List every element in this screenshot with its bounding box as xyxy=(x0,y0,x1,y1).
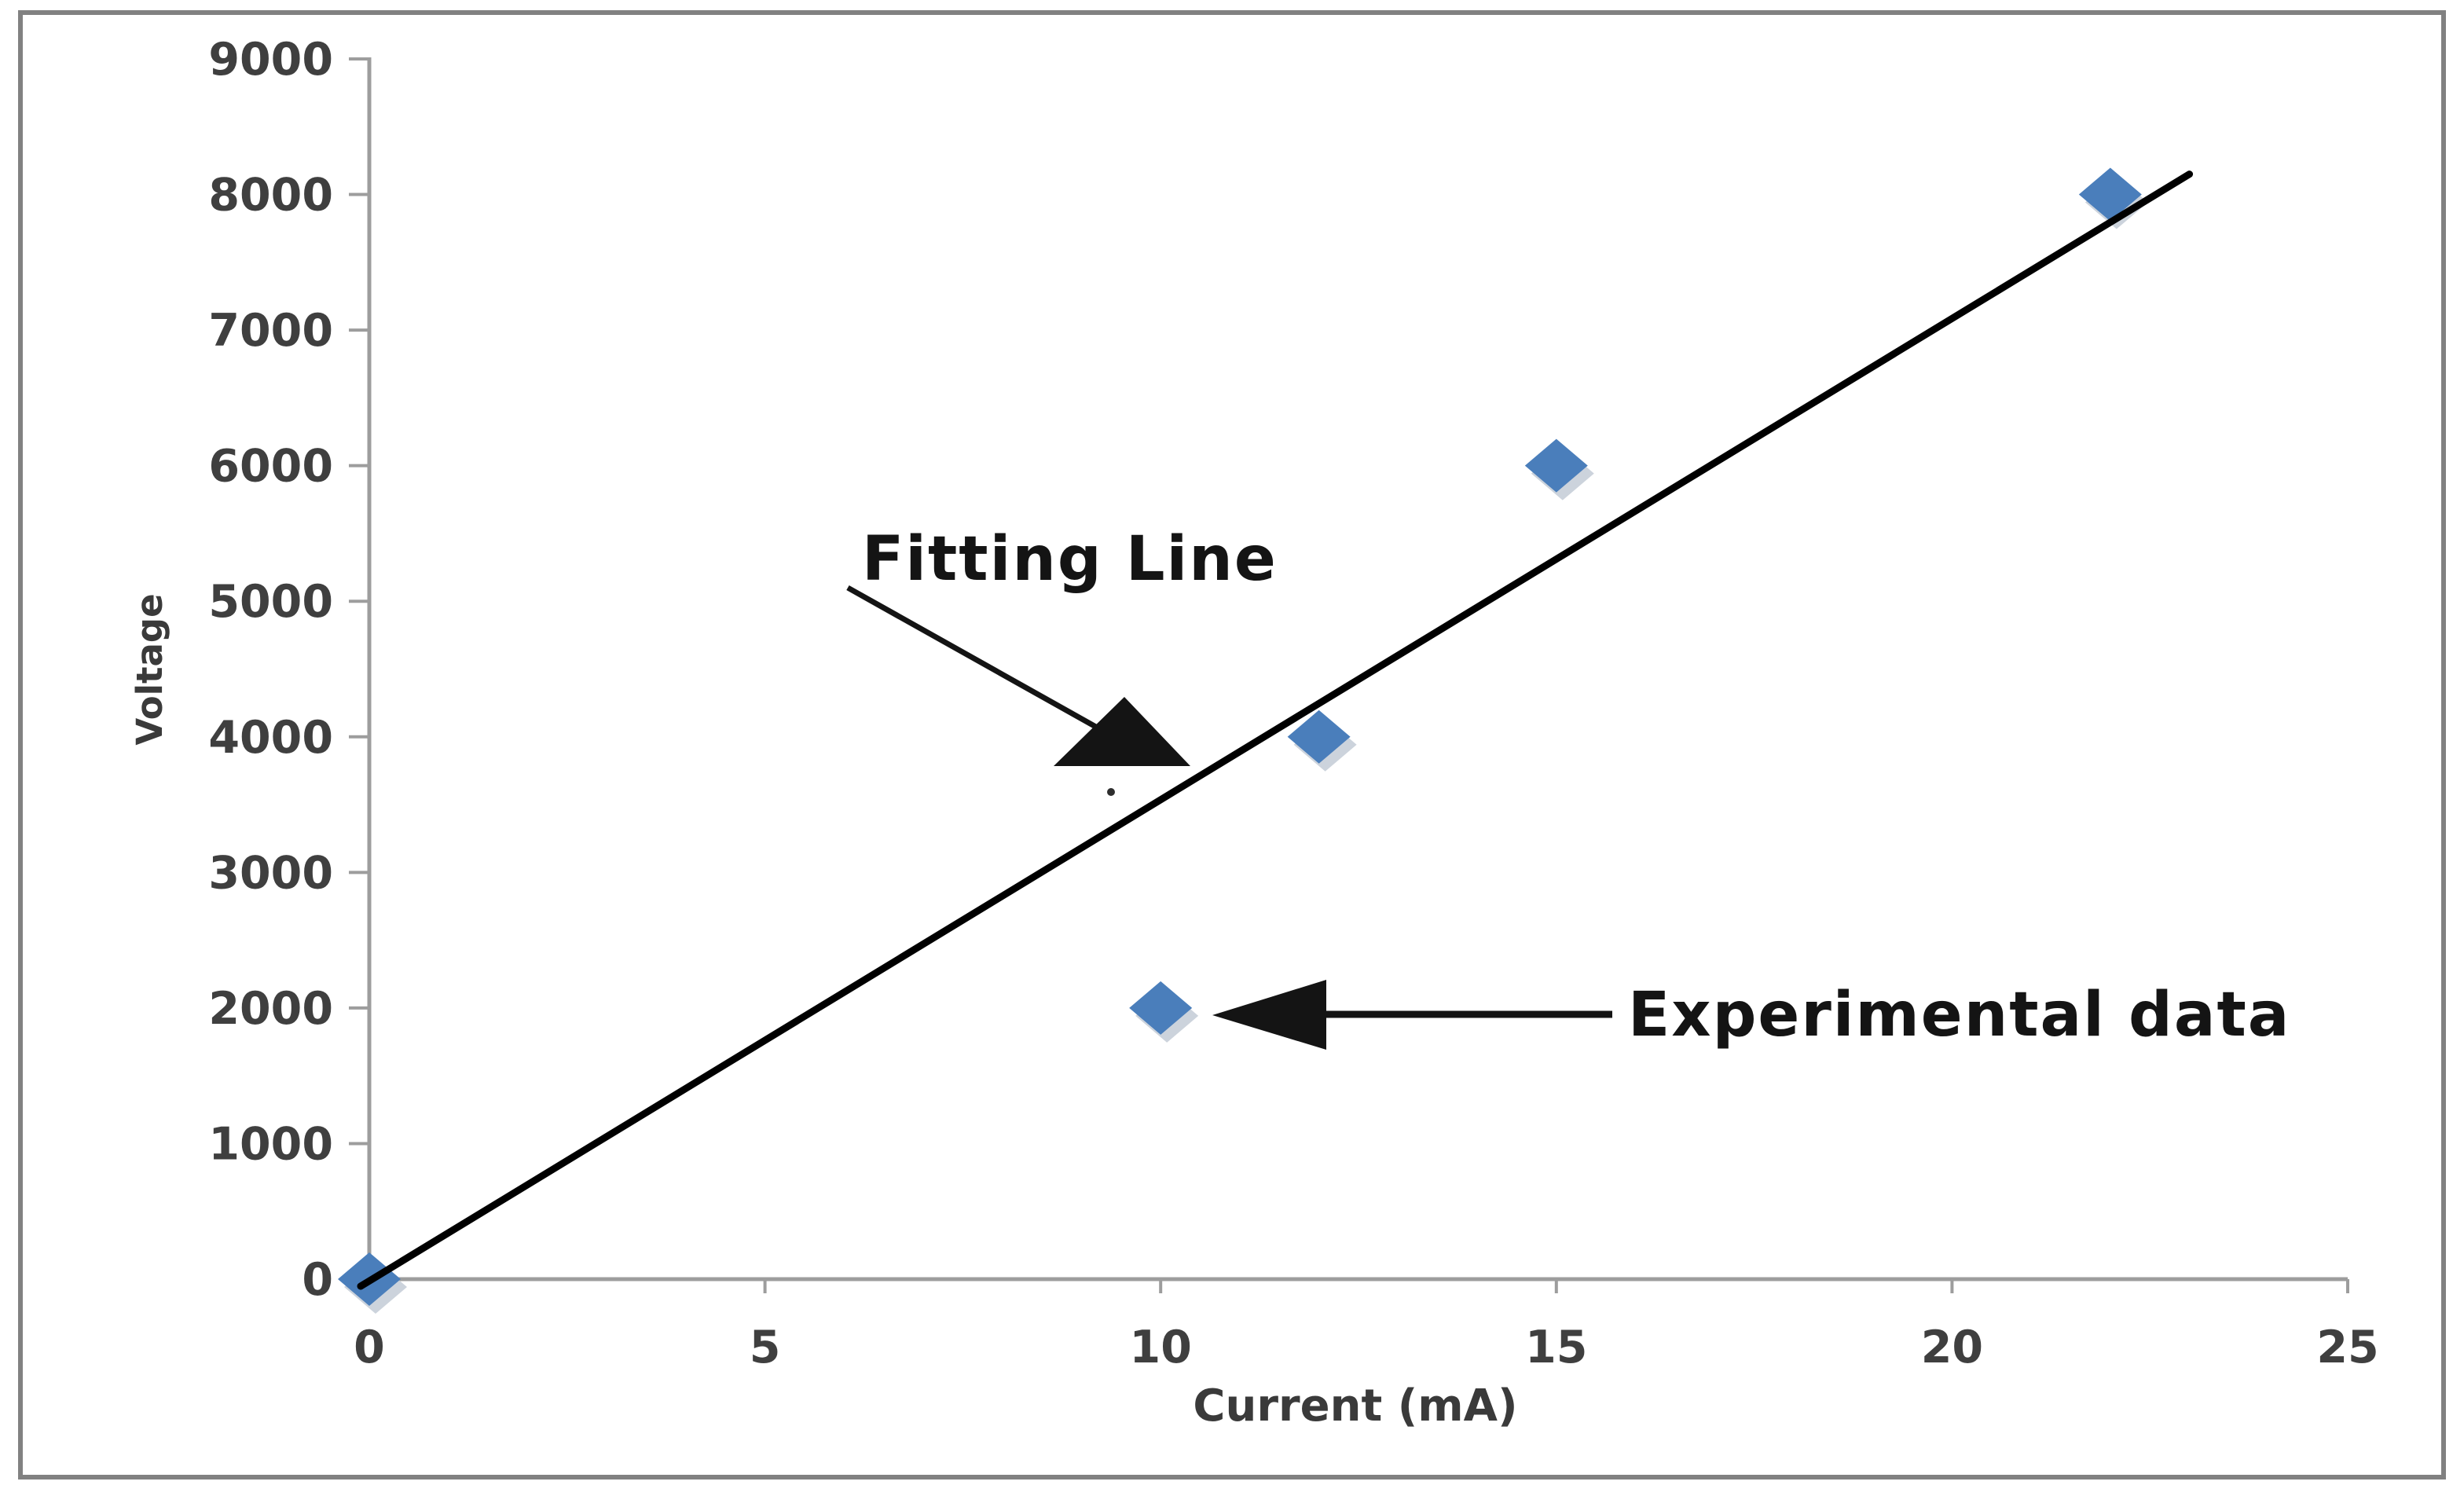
y-tick-label: 6000 xyxy=(208,441,333,493)
y-tick-label: 1000 xyxy=(208,1118,333,1170)
x-tick-label: 0 xyxy=(354,1322,385,1373)
data-series-layer xyxy=(338,167,2194,1314)
y-tick-label: 0 xyxy=(302,1254,333,1306)
axes-layer: 0 1000 2000 3000 4000 5000 6000 7000 8000 9000 0 5 1… xyxy=(208,34,2378,1373)
y-tick-label: 8000 xyxy=(208,170,333,222)
stray-mark xyxy=(1107,788,1115,796)
x-tick-label: 25 xyxy=(2316,1322,2378,1373)
data-point-diamond xyxy=(2078,167,2142,222)
x-tick-label: 10 xyxy=(1130,1322,1192,1373)
fitting-line xyxy=(357,170,2194,1290)
fitting-line-annotation-arrow-shaft xyxy=(846,585,1102,732)
experimental-data-annotation-label: Experimental data xyxy=(1628,980,2290,1050)
figure-border xyxy=(18,10,2446,1480)
x-tick-label: 20 xyxy=(1921,1322,1983,1373)
y-tick-label: 9000 xyxy=(208,34,333,86)
x-tick-label: 5 xyxy=(750,1322,781,1373)
experimental-data-annotation-arrowhead xyxy=(1212,980,1326,1050)
y-tick-label: 7000 xyxy=(208,305,333,357)
fitting-line-annotation-label: Fitting Line xyxy=(862,524,1278,595)
data-point-diamond xyxy=(1287,710,1351,764)
y-tick-label: 2000 xyxy=(208,983,333,1035)
y-axis-title: Voltage xyxy=(129,593,170,745)
y-tick-label: 3000 xyxy=(208,847,333,899)
fitting-line-annotation-arrowhead xyxy=(1054,697,1190,766)
y-tick-label: 4000 xyxy=(208,712,333,764)
data-point-diamond xyxy=(1129,981,1193,1035)
x-tick-label: 15 xyxy=(1525,1322,1587,1373)
data-point-diamond xyxy=(1524,438,1588,493)
x-axis-title: Current (mA) xyxy=(1193,1380,1517,1432)
y-tick-label: 5000 xyxy=(208,576,333,628)
